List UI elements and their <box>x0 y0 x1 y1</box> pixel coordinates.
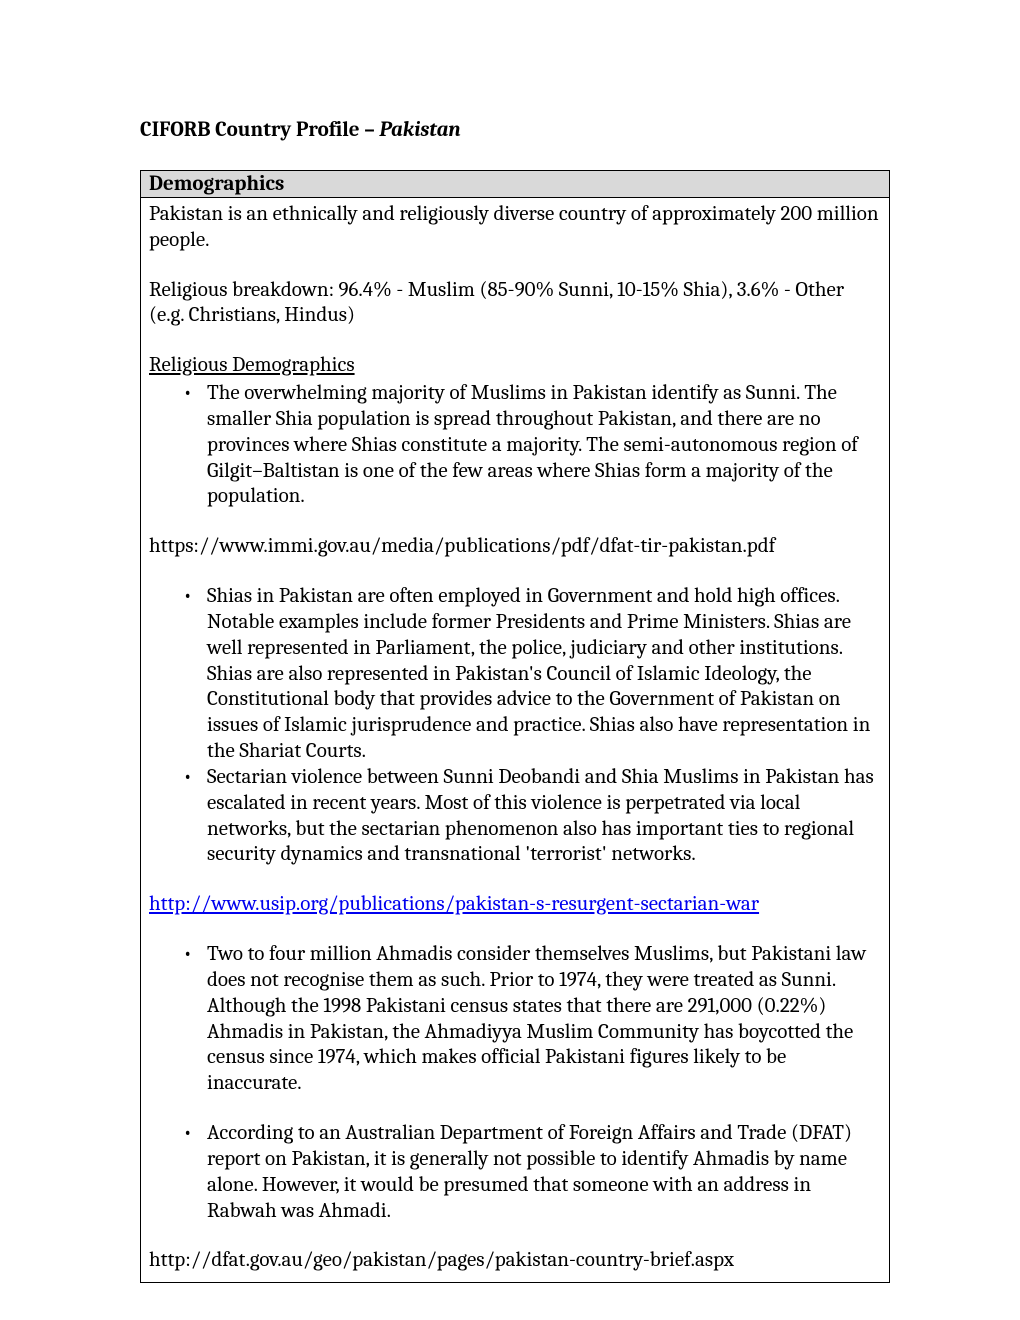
content-box: Demographics Pakistan is an ethnically a… <box>140 170 890 1283</box>
page: CIFORB Country Profile – Pakistan Demogr… <box>0 0 1020 1320</box>
list-item: Shias in Pakistan are often employed in … <box>207 584 881 765</box>
link-dfat: http://dfat.gov.au/geo/pakistan/pages/pa… <box>149 1248 734 1272</box>
list-item: Sectarian violence between Sunni Deoband… <box>207 765 881 868</box>
bullet-list-1: The overwhelming majority of Muslims in … <box>149 381 881 510</box>
title-prefix: CIFORB Country Profile – <box>140 118 379 142</box>
link-usip[interactable]: http://www.usip.org/publications/pakista… <box>149 892 759 916</box>
bullet-list-3: Two to four million Ahmadis consider the… <box>149 942 881 1224</box>
list-item: According to an Australian Department of… <box>207 1121 881 1224</box>
page-title: CIFORB Country Profile – Pakistan <box>140 118 890 142</box>
breakdown-paragraph: Religious breakdown: 96.4% - Muslim (85-… <box>149 278 881 330</box>
intro-paragraph: Pakistan is an ethnically and religiousl… <box>149 202 881 254</box>
bullet-list-2: Shias in Pakistan are often employed in … <box>149 584 881 868</box>
section-header: Demographics <box>141 171 889 198</box>
link-immi: https://www.immi.gov.au/media/publicatio… <box>149 534 775 558</box>
title-country: Pakistan <box>379 118 460 142</box>
subheading: Religious Demographics <box>149 353 355 377</box>
list-item: Two to four million Ahmadis consider the… <box>207 942 881 1097</box>
list-item: The overwhelming majority of Muslims in … <box>207 381 881 510</box>
section-body: Pakistan is an ethnically and religiousl… <box>141 198 889 1282</box>
